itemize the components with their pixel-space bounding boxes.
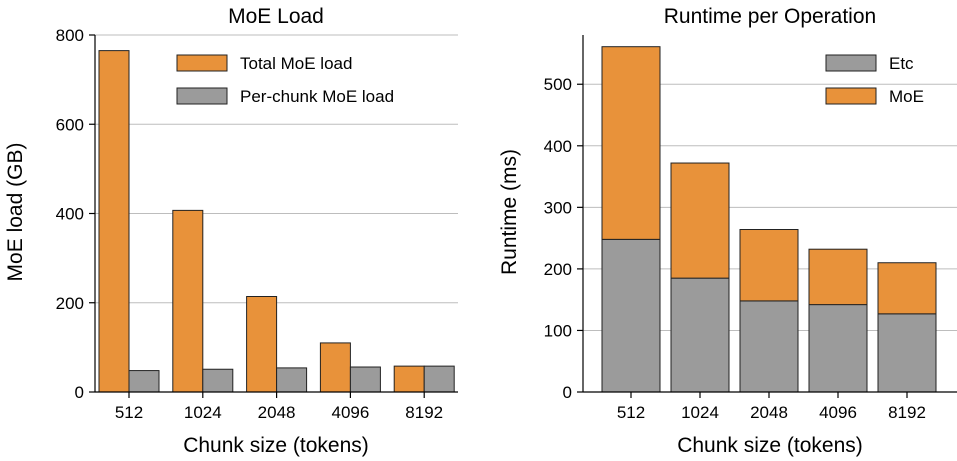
x-ticks: 512 1024 2048 4096 8192 <box>617 392 926 422</box>
bar-etc-1024 <box>670 277 730 393</box>
runtime-per-operation-chart: Runtime per Operation 0 100 200 300 400 500 5… <box>498 5 957 457</box>
y-tick-label: 200 <box>544 260 572 279</box>
x-axis-label: Chunk size (tokens) <box>677 434 863 457</box>
bar-moe-4096 <box>808 248 868 306</box>
y-tick-label: 400 <box>544 137 572 156</box>
legend: Total MoE load Per-chunk MoE load <box>176 54 394 106</box>
y-tick-label: 300 <box>544 198 572 217</box>
x-tick-label: 512 <box>115 403 143 422</box>
bar-moe-8192 <box>877 262 937 315</box>
x-tick-label: 8192 <box>405 403 443 422</box>
bar-per-chunk-moe-load-512 <box>128 370 160 393</box>
x-ticks: 512 1024 2048 4096 8192 <box>115 392 443 422</box>
bar-per-chunk-moe-load-1024 <box>202 368 234 393</box>
legend-label: MoE <box>889 87 924 106</box>
bar-total-moe-load-512 <box>98 50 130 393</box>
bar-total-moe-load-2048 <box>246 296 278 393</box>
bar-moe-2048 <box>739 229 799 302</box>
x-axis-label: Chunk size (tokens) <box>183 434 369 457</box>
chart-title: Runtime per Operation <box>664 5 876 28</box>
bar-etc-512 <box>601 238 661 393</box>
bar-total-moe-load-8192 <box>393 365 425 393</box>
y-tick-label: 600 <box>56 115 84 134</box>
moe-load-chart: MoE Load 0 200 400 600 800 512 1024 2048 4096 81… <box>4 5 458 457</box>
legend-label: Total MoE load <box>240 54 352 73</box>
x-tick-label: 4096 <box>331 403 369 422</box>
legend: Etc MoE <box>825 54 924 106</box>
x-tick-label: 8192 <box>888 403 926 422</box>
y-ticks: 0 100 200 300 400 500 <box>544 75 583 402</box>
bar-per-chunk-moe-load-8192 <box>423 365 455 393</box>
bar-etc-2048 <box>739 300 799 393</box>
bar-total-moe-load-1024 <box>172 209 204 393</box>
legend-label: Etc <box>889 54 914 73</box>
legend-swatch <box>825 87 877 105</box>
bar-per-chunk-moe-load-4096 <box>349 366 381 393</box>
y-tick-label: 100 <box>544 321 572 340</box>
x-tick-label: 1024 <box>681 403 719 422</box>
bar-moe-512 <box>601 46 661 240</box>
y-axis-label: MoE load (GB) <box>4 143 27 282</box>
legend-swatch <box>825 54 877 72</box>
x-tick-label: 4096 <box>819 403 857 422</box>
bar-per-chunk-moe-load-2048 <box>276 367 308 393</box>
x-tick-label: 2048 <box>258 403 296 422</box>
y-axis-label: Runtime (ms) <box>498 149 521 275</box>
y-ticks: 0 200 400 600 800 <box>56 26 95 402</box>
bar-moe-1024 <box>670 162 730 279</box>
legend-swatch <box>176 54 228 72</box>
y-tick-label: 200 <box>56 294 84 313</box>
y-tick-label: 0 <box>563 383 572 402</box>
bars <box>601 46 937 393</box>
legend-swatch <box>176 87 228 105</box>
x-tick-label: 512 <box>617 403 645 422</box>
y-tick-label: 0 <box>75 383 84 402</box>
y-tick-label: 500 <box>544 75 572 94</box>
bar-total-moe-load-4096 <box>319 342 351 393</box>
chart-title: MoE Load <box>228 5 324 28</box>
y-tick-label: 400 <box>56 205 84 224</box>
legend-label: Per-chunk MoE load <box>240 87 394 106</box>
x-tick-label: 2048 <box>750 403 788 422</box>
x-tick-label: 1024 <box>184 403 222 422</box>
bar-etc-4096 <box>808 304 868 393</box>
gridlines <box>95 34 458 304</box>
bar-etc-8192 <box>877 313 937 393</box>
y-tick-label: 800 <box>56 26 84 45</box>
